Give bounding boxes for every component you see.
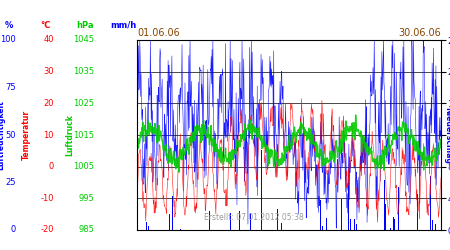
Text: 20: 20 xyxy=(44,99,54,108)
Text: 1015: 1015 xyxy=(73,130,94,140)
Text: 25: 25 xyxy=(5,178,16,187)
Text: 10: 10 xyxy=(44,130,54,140)
Text: 1035: 1035 xyxy=(73,67,94,76)
Text: Erstellt: 07.01.2012 05:38: Erstellt: 07.01.2012 05:38 xyxy=(204,214,304,222)
Text: °C: °C xyxy=(40,21,51,30)
Text: 1045: 1045 xyxy=(73,36,94,44)
Text: %: % xyxy=(4,21,13,30)
Text: 30.06.06: 30.06.06 xyxy=(398,28,441,38)
Text: 985: 985 xyxy=(79,226,94,234)
Text: 75: 75 xyxy=(5,83,16,92)
Text: 50: 50 xyxy=(5,130,16,140)
Text: Luftdruck: Luftdruck xyxy=(65,114,74,156)
Text: Temperatur: Temperatur xyxy=(22,110,31,160)
Text: -20: -20 xyxy=(40,226,54,234)
Text: 01.06.06: 01.06.06 xyxy=(137,28,180,38)
Text: mm/h: mm/h xyxy=(110,21,136,30)
Text: 40: 40 xyxy=(44,36,54,44)
Text: Luftfeuchtigkeit: Luftfeuchtigkeit xyxy=(0,100,5,170)
Text: 30: 30 xyxy=(43,67,54,76)
Text: 0: 0 xyxy=(10,226,16,234)
Text: hPa: hPa xyxy=(76,21,94,30)
Text: 0: 0 xyxy=(49,162,54,171)
Text: 1005: 1005 xyxy=(73,162,94,171)
Text: -10: -10 xyxy=(40,194,54,203)
Text: Niederschlag: Niederschlag xyxy=(443,106,450,164)
Text: 100: 100 xyxy=(0,36,16,44)
Text: 1025: 1025 xyxy=(73,99,94,108)
Text: 995: 995 xyxy=(79,194,94,203)
